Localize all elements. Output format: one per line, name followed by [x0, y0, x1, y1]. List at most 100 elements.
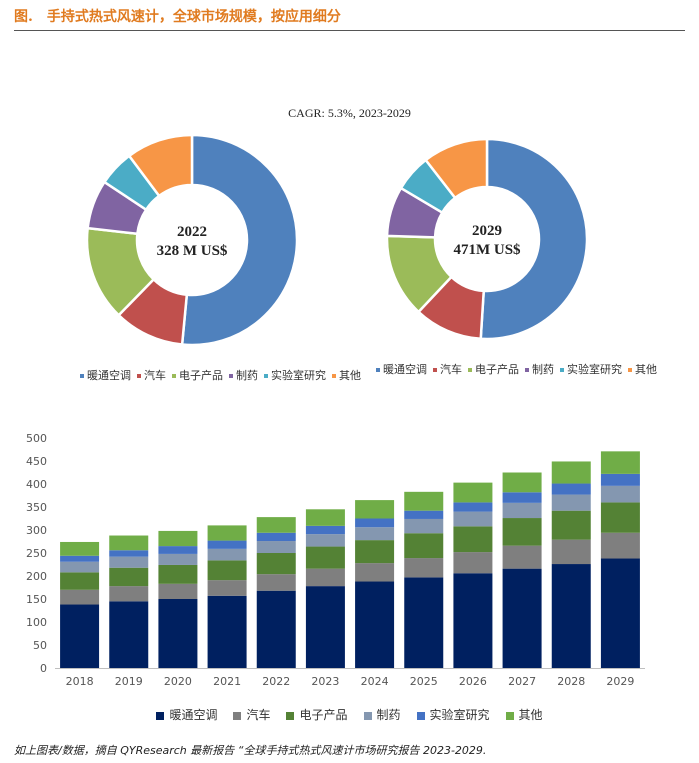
legend-swatch — [433, 368, 437, 372]
bar-2027-seg-2 — [502, 518, 542, 546]
source-footnote: 如上图表/数据，摘自 QYResearch 最新报告 “全球手持式热式风速计市场… — [14, 744, 487, 757]
bar-2020-seg-1 — [158, 583, 198, 599]
bar-2022-seg-5 — [256, 517, 296, 533]
bar-2026-seg-2 — [453, 526, 493, 553]
bar-2026-seg-1 — [453, 552, 493, 574]
legend-label: 实验室研究 — [271, 369, 326, 382]
bar-2029-seg-4 — [600, 473, 640, 486]
bar-legend: 暖通空调 汽车 电子产品 制药 实验室研究 其他 — [0, 706, 699, 723]
bar-2022-seg-1 — [256, 574, 296, 591]
y-tick-label: 0 — [40, 662, 47, 675]
legend-label: 电子产品 — [299, 708, 348, 722]
donut-2029-slice-0 — [479, 137, 589, 341]
pie-legend-item: 其他 — [628, 363, 657, 376]
x-tick-label: 2022 — [262, 675, 290, 688]
bar-2028-seg-4 — [551, 483, 591, 495]
bar-2028-seg-1 — [551, 539, 591, 565]
bar-2019-seg-2 — [109, 567, 149, 587]
bar-2028-seg-3 — [551, 494, 591, 511]
bar-2029-seg-1 — [600, 532, 640, 559]
bar-2018-seg-3 — [60, 561, 100, 573]
donut-2022-year: 2022 — [177, 224, 207, 240]
legend-label: 制药 — [376, 708, 401, 722]
pie-legend-item: 电子产品 — [468, 363, 519, 376]
bar-2021-seg-0 — [207, 595, 247, 668]
legend-swatch — [286, 711, 295, 720]
legend-label: 制药 — [236, 369, 258, 382]
bar-2023-seg-0 — [305, 586, 345, 668]
bar-2026-seg-4 — [453, 502, 493, 512]
bar-2021-seg-1 — [207, 580, 247, 596]
x-tick-label: 2027 — [508, 675, 536, 688]
pie-legend-item: 汽车 — [433, 363, 462, 376]
y-tick-label: 200 — [26, 570, 47, 583]
legend-swatch — [172, 374, 176, 378]
bar-2021-seg-2 — [207, 560, 247, 581]
legend-label: 其他 — [635, 363, 657, 376]
bar-2024-seg-2 — [355, 540, 395, 564]
bar-2027-seg-1 — [502, 545, 542, 569]
bar-2018-seg-1 — [60, 589, 100, 605]
x-tick-label: 2023 — [311, 675, 339, 688]
legend-swatch — [233, 711, 242, 720]
bar-2022-seg-0 — [256, 590, 296, 668]
legend-swatch — [156, 711, 165, 720]
bar-2018-seg-2 — [60, 572, 100, 590]
bar-2021-seg-4 — [207, 540, 247, 549]
legend-label: 实验室研究 — [429, 708, 490, 722]
pie-legend-item: 实验室研究 — [560, 363, 622, 376]
y-tick-label: 250 — [26, 547, 47, 560]
legend-label: 制药 — [532, 363, 554, 376]
legend-swatch — [525, 368, 529, 372]
x-tick-label: 2018 — [66, 675, 94, 688]
bar-2026-seg-3 — [453, 511, 493, 527]
bar-2027-seg-0 — [502, 568, 542, 668]
bar-2018-seg-0 — [60, 604, 100, 668]
x-tick-label: 2021 — [213, 675, 241, 688]
bar-2024-seg-3 — [355, 527, 395, 541]
bar-2019-seg-0 — [109, 601, 149, 668]
pie-legend-item: 暖通空调 — [376, 363, 427, 376]
legend-label: 暖通空调 — [383, 363, 427, 376]
bar-2028-seg-0 — [551, 564, 591, 668]
bar-2021-seg-5 — [207, 525, 247, 541]
legend-label: 暖通空调 — [169, 708, 218, 722]
title-divider — [14, 30, 685, 31]
bar-2018-seg-4 — [60, 555, 100, 562]
x-tick-label: 2024 — [361, 675, 389, 688]
bar-2027-seg-5 — [502, 472, 542, 493]
pie-legend-item: 暖通空调 — [80, 369, 131, 382]
bar-2020-seg-0 — [158, 599, 198, 668]
bar-2024-seg-1 — [355, 563, 395, 582]
pie-legend-item: 制药 — [229, 369, 258, 382]
y-tick-label: 300 — [26, 524, 47, 537]
donut-2022-slice-5 — [127, 133, 194, 198]
bar-2022-seg-3 — [256, 541, 296, 553]
legend-label: 其他 — [339, 369, 361, 382]
pie-legend-item: 实验室研究 — [264, 369, 326, 382]
bar-2020-seg-3 — [158, 553, 198, 565]
donut-2029-year: 2029 — [472, 223, 502, 239]
legend-label: 其他 — [518, 708, 543, 722]
donut-2029-total: 471M US$ — [453, 242, 521, 258]
bar-2028-seg-5 — [551, 461, 591, 484]
bar-2022-seg-4 — [256, 532, 296, 542]
bar-2020-seg-4 — [158, 546, 198, 554]
bar-2029-seg-0 — [600, 558, 640, 668]
bar-legend-item: 汽车 — [233, 708, 270, 722]
pie-legend-item: 制药 — [525, 363, 554, 376]
pie-legend-2022: 暖通空调 汽车 电子产品 制药 实验室研究 其他 — [80, 367, 367, 383]
bar-2019-seg-1 — [109, 586, 149, 602]
x-tick-label: 2019 — [115, 675, 143, 688]
bar-2019-seg-3 — [109, 556, 149, 568]
bar-2023-seg-1 — [305, 568, 345, 587]
legend-swatch — [468, 368, 472, 372]
bar-2018-seg-5 — [60, 541, 100, 556]
legend-label: 汽车 — [440, 363, 462, 376]
pie-legend-item: 其他 — [332, 369, 361, 382]
y-tick-label: 500 — [26, 432, 47, 445]
legend-label: 汽车 — [246, 708, 271, 722]
donut-2022-total: 328 M US$ — [157, 243, 228, 259]
x-tick-label: 2029 — [606, 675, 634, 688]
